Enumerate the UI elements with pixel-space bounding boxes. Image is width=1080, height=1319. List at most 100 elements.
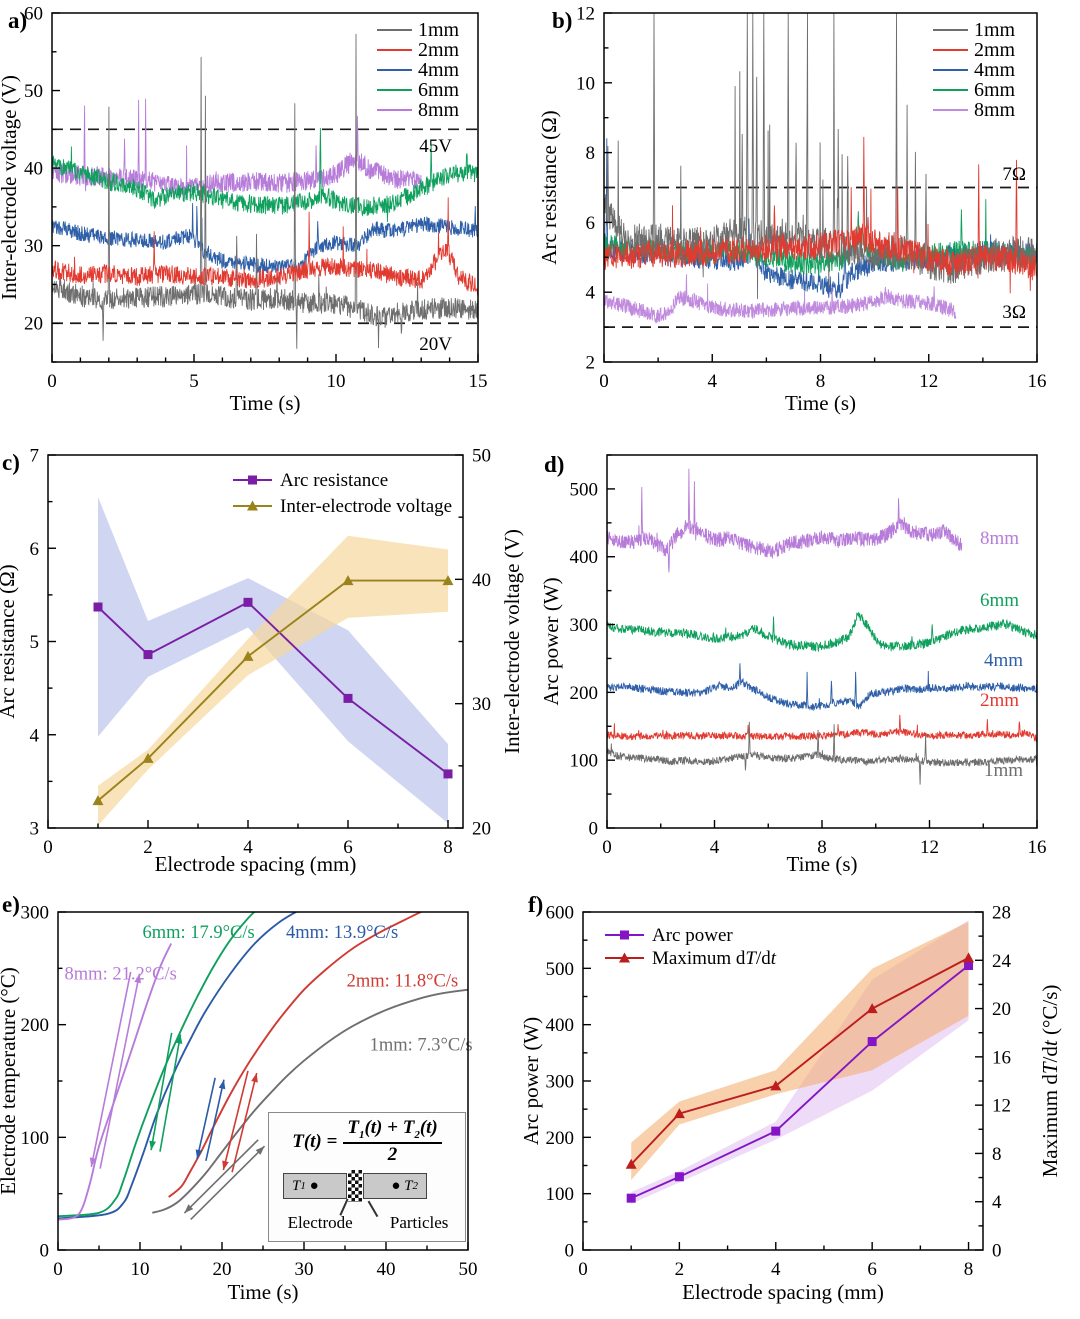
y-tick: 4 <box>30 725 40 746</box>
y-tick: 10 <box>576 73 595 94</box>
y2-tick: 12 <box>992 1096 1011 1117</box>
x-tick: 16 <box>1028 837 1047 858</box>
x-tick: 4 <box>708 371 718 392</box>
panel-b: 7Ω 3Ω 1mm 2mm 4mm 6mm 8mm 0 4 8 12 16 2 4 6 8 10 12 Time (… <box>540 0 1080 440</box>
x-tick: 8 <box>816 371 826 392</box>
y2-axis-title: Inter-electrode voltage (V) <box>500 529 524 754</box>
double-arrow <box>195 1077 226 1162</box>
legend-label: 8mm <box>974 99 1016 121</box>
axes-a: 0 5 10 15 20 30 40 50 60 <box>24 4 488 393</box>
x-tick: 12 <box>919 371 938 392</box>
x-tick: 0 <box>602 837 612 858</box>
y2-tick: 20 <box>992 999 1011 1020</box>
y-tick: 30 <box>24 236 43 257</box>
y2-axis-title: Maximum dT/dt (°C/s) <box>1038 985 1062 1178</box>
x-tick: 50 <box>459 1259 478 1280</box>
y-tick: 0 <box>40 1241 50 1262</box>
panel-d-svg: 8mm 6mm 4mm 2mm 1mm 0 4 8 12 16 0 100 200 300 400 500 Ti… <box>540 454 1047 876</box>
band-Inter-electrode voltage <box>98 535 448 826</box>
annotation: 1mm: 7.3°C/s <box>370 1036 473 1056</box>
d-trace-2mm <box>607 714 1037 743</box>
d-trace-8mm <box>607 468 963 573</box>
y-tick: 50 <box>24 81 43 102</box>
legend-label: 1mm <box>418 19 460 41</box>
x-tick: 0 <box>53 1259 63 1280</box>
x-tick: 0 <box>599 371 609 392</box>
band-Maximum dT/dt <box>631 921 969 1180</box>
y-tick: 12 <box>576 4 595 25</box>
y-tick: 2 <box>586 353 596 374</box>
y-tick: 40 <box>24 159 43 180</box>
legend-label: 1mm <box>974 19 1016 41</box>
legend-c: Arc resistance Inter-electrode voltage <box>233 470 452 517</box>
hline-label: 3Ω <box>1002 302 1026 323</box>
y-axis-title: Arc power (W) <box>540 577 563 705</box>
y-tick: 200 <box>570 683 599 704</box>
marker-triangle <box>247 500 258 511</box>
marker-triangle <box>673 1108 685 1119</box>
legend-label: 8mm <box>418 99 460 121</box>
hline-label: 45V <box>419 136 452 157</box>
plot-area-f <box>631 920 969 1204</box>
x-tick: 8 <box>964 1259 974 1280</box>
marker-triangle <box>142 752 154 763</box>
x-tick: 10 <box>327 371 346 392</box>
y-tick: 400 <box>570 547 599 568</box>
series-label: 8mm <box>980 528 1019 549</box>
y-tick: 500 <box>546 959 575 980</box>
marker-triangle <box>242 650 254 661</box>
marker-square <box>243 597 253 607</box>
arrowhead <box>195 1149 203 1159</box>
panel-c: Arc resistance Inter-electrode voltage 0 2 4… <box>0 440 540 880</box>
y-tick: 300 <box>570 615 599 636</box>
y-tick: 200 <box>21 1015 50 1036</box>
y-tick: 0 <box>565 1241 575 1262</box>
plot-area-d <box>607 468 1037 785</box>
panel-c-svg: Arc resistance Inter-electrode voltage 0 2 4… <box>0 446 524 877</box>
probe-dot-right: ● <box>391 1177 401 1194</box>
y2-tick: 40 <box>472 570 491 591</box>
arrowhead <box>89 1157 97 1167</box>
marker-square <box>93 602 103 612</box>
y-tick: 6 <box>586 213 596 234</box>
panel-a-letter: a) <box>8 8 28 33</box>
plot-area-c <box>98 497 448 826</box>
a-trace-8mm <box>52 98 422 198</box>
y-tick: 3 <box>30 819 40 840</box>
plot-area-b <box>604 13 1037 328</box>
annotation: 6mm: 17.9°C/s <box>142 923 254 943</box>
marker-triangle <box>619 952 630 963</box>
y-axis-title: Arc resistance (Ω) <box>0 564 19 718</box>
axes-d: 0 4 8 12 16 0 100 200 300 400 500 <box>570 454 1047 858</box>
x-tick: 4 <box>771 1259 781 1280</box>
legend-label: Arc resistance <box>280 470 388 491</box>
marker-square <box>964 961 974 971</box>
axes-b: 0 4 8 12 16 2 4 6 8 10 12 <box>576 4 1047 393</box>
y2-tick: 30 <box>472 694 491 715</box>
y2-tick: 16 <box>992 1047 1011 1068</box>
y-tick: 100 <box>21 1128 50 1149</box>
a-trace-2mm <box>52 197 478 296</box>
panel-f: Arc power Maximum dT/dt 0 2 4 6 8 0 100 200 300 400… <box>520 880 1080 1319</box>
y-tick: 6 <box>30 539 40 560</box>
x-axis-title: Time (s) <box>228 1280 299 1304</box>
x-axis-title: Electrode spacing (mm) <box>682 1280 884 1304</box>
hline-label: 20V <box>419 334 452 355</box>
x-tick: 20 <box>213 1259 232 1280</box>
marker-square <box>443 769 453 779</box>
y-tick: 4 <box>586 283 596 304</box>
legend-label: Arc power <box>652 925 733 946</box>
band-Arc resistance <box>98 497 448 824</box>
d-trace-4mm <box>607 663 1037 712</box>
x-axis-title: Electrode spacing (mm) <box>155 852 357 876</box>
marker-triangle <box>442 575 454 586</box>
x-tick: 5 <box>189 371 199 392</box>
curve-2mm <box>168 912 423 1198</box>
